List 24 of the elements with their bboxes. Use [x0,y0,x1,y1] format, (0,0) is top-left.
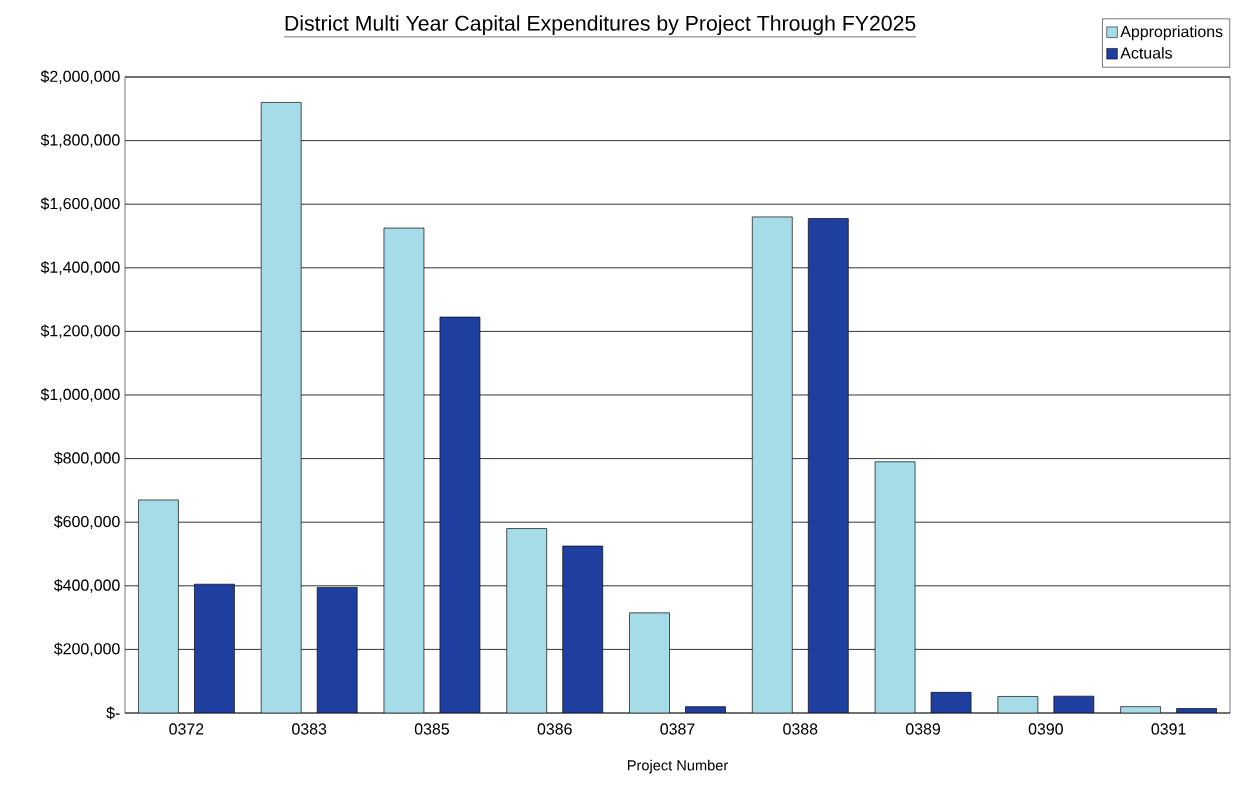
x-tick-label: 0391 [1151,723,1186,735]
y-tick-label: $1,800,000 [40,133,120,148]
x-tick-label: 0383 [292,723,327,735]
y-tick-label: $1,200,000 [40,324,120,339]
y-tick-label: $400,000 [53,578,120,593]
y-tick-label: $600,000 [53,515,120,530]
y-tick-label: $- [106,706,120,720]
x-tick-label: 0388 [783,723,818,735]
legend-label: Appropriations [1120,25,1223,41]
y-tick-label: $1,400,000 [40,260,120,275]
legend-label: Actuals [1120,47,1172,59]
x-tick-label: 0386 [537,723,572,735]
x-tick-label: 0387 [660,723,695,735]
x-axis-title: Project Number [627,759,728,774]
x-tick-label: 0389 [905,723,941,735]
y-tick-label: $1,000,000 [40,388,120,402]
x-tick-label: 0390 [1028,723,1063,735]
chart-title: District Multi Year Capital Expenditures by Project Through FY2025 [285,15,916,36]
x-tick-label: 0372 [169,723,204,735]
y-tick-label: $1,600,000 [40,197,120,212]
x-tick-label: 0385 [414,723,449,735]
y-tick-label: $800,000 [53,451,120,466]
y-tick-label: $2,000,000 [40,70,120,84]
y-tick-label: $200,000 [53,642,120,657]
